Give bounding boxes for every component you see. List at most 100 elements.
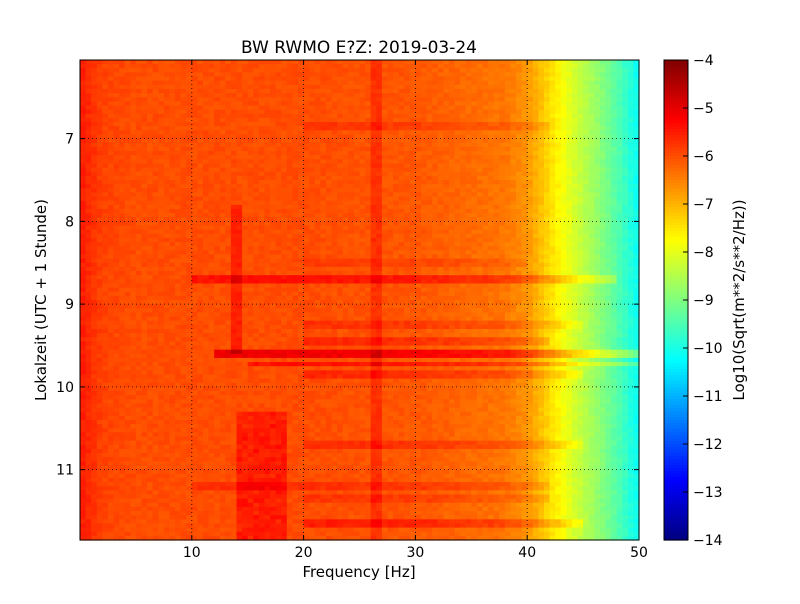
heatmap-cell xyxy=(599,250,607,256)
heatmap-cell xyxy=(186,225,193,231)
heatmap-cell xyxy=(521,105,528,111)
heatmap-cell xyxy=(488,167,495,173)
heatmap-cell xyxy=(549,258,556,264)
heatmap-cell xyxy=(163,192,171,198)
heatmap-cell xyxy=(448,97,456,102)
heatmap-cell xyxy=(527,188,534,194)
heatmap-cell xyxy=(141,93,148,98)
heatmap-cell xyxy=(337,229,344,235)
heatmap-cell xyxy=(566,101,573,107)
heatmap-cell xyxy=(113,246,120,251)
heatmap-cell xyxy=(96,254,103,260)
heatmap-cell xyxy=(208,109,215,115)
heatmap-cell xyxy=(141,159,148,165)
heatmap-cell xyxy=(230,130,238,136)
heatmap-cell xyxy=(258,142,266,148)
heatmap-cell xyxy=(320,217,327,222)
heatmap-cell xyxy=(91,76,98,82)
heatmap-cell xyxy=(303,200,310,206)
heatmap-cell xyxy=(264,204,271,210)
heatmap-cell xyxy=(348,142,355,148)
heatmap-cell xyxy=(135,167,143,173)
heatmap-cell xyxy=(504,109,512,115)
heatmap-cell xyxy=(91,262,98,268)
heatmap-cell xyxy=(325,76,333,82)
heatmap-cell xyxy=(147,68,154,74)
heatmap-cell xyxy=(135,93,143,98)
heatmap-cell xyxy=(242,175,249,181)
heatmap-cell xyxy=(415,146,422,152)
heatmap-cell xyxy=(493,167,500,173)
heatmap-cell xyxy=(482,146,489,152)
heatmap-cell xyxy=(532,262,539,268)
heatmap-cell xyxy=(208,76,215,82)
heatmap-cell xyxy=(303,246,310,251)
heatmap-cell xyxy=(426,93,433,98)
heatmap-cell xyxy=(627,134,635,140)
heatmap-cell xyxy=(454,117,461,123)
heatmap-cell xyxy=(359,117,366,123)
heatmap-cell xyxy=(622,242,629,247)
heatmap-cell xyxy=(633,88,640,94)
heatmap-cell xyxy=(325,117,333,123)
heatmap-cell xyxy=(152,117,159,123)
heatmap-cell xyxy=(633,142,640,148)
heatmap-cell xyxy=(555,72,562,78)
heatmap-cell xyxy=(102,76,109,82)
heatmap-cell xyxy=(242,130,249,136)
heatmap-cell xyxy=(286,88,294,94)
heatmap-cell xyxy=(527,225,534,231)
heatmap-cell xyxy=(191,180,198,185)
heatmap-cell xyxy=(571,258,579,264)
heatmap-cell xyxy=(353,155,361,160)
heatmap-cell xyxy=(588,221,595,227)
heatmap-cell xyxy=(141,221,148,227)
heatmap-cell xyxy=(214,138,221,144)
heatmap-cell xyxy=(236,64,243,69)
heatmap-cell xyxy=(460,72,467,78)
heatmap-cell xyxy=(404,175,411,181)
heatmap-cell xyxy=(113,60,120,65)
heatmap-cell xyxy=(169,229,176,235)
heatmap-cell xyxy=(571,64,579,69)
heatmap-cell xyxy=(353,246,361,251)
heatmap-cell xyxy=(510,180,517,185)
heatmap-cell xyxy=(147,117,154,123)
heatmap-cell xyxy=(197,122,204,127)
heatmap-cell xyxy=(381,138,389,144)
heatmap-cell xyxy=(393,84,400,90)
heatmap-cell xyxy=(627,146,635,152)
heatmap-cell xyxy=(476,213,484,218)
heatmap-cell xyxy=(202,159,210,165)
heatmap-cell xyxy=(560,80,567,86)
heatmap-cell xyxy=(521,233,528,239)
heatmap-cell xyxy=(124,184,131,189)
heatmap-cell xyxy=(325,180,333,185)
heatmap-cell xyxy=(605,217,612,222)
heatmap-cell xyxy=(303,105,310,111)
heatmap-cell xyxy=(432,117,439,123)
heatmap-cell xyxy=(611,97,618,102)
heatmap-cell xyxy=(219,142,226,148)
heatmap-cell xyxy=(197,80,204,86)
heatmap-cell xyxy=(605,130,612,136)
heatmap-cell xyxy=(348,130,355,136)
heatmap-cell xyxy=(325,101,333,107)
heatmap-cell xyxy=(432,184,439,189)
heatmap-cell xyxy=(471,142,478,148)
heatmap-cell xyxy=(398,64,405,69)
heatmap-cell xyxy=(292,237,299,243)
heatmap-cell xyxy=(202,84,210,90)
heatmap-cell xyxy=(320,138,327,144)
heatmap-cell xyxy=(432,196,439,202)
heatmap-cell xyxy=(465,188,472,194)
heatmap-cell xyxy=(465,97,472,102)
heatmap-cell xyxy=(538,192,545,198)
heatmap-cell xyxy=(454,180,461,185)
heatmap-cell xyxy=(476,155,484,160)
heatmap-cell xyxy=(135,155,143,160)
heatmap-cell xyxy=(80,246,87,251)
heatmap-cell xyxy=(320,84,327,90)
heatmap-cell xyxy=(499,105,506,111)
heatmap-cell xyxy=(119,233,126,239)
